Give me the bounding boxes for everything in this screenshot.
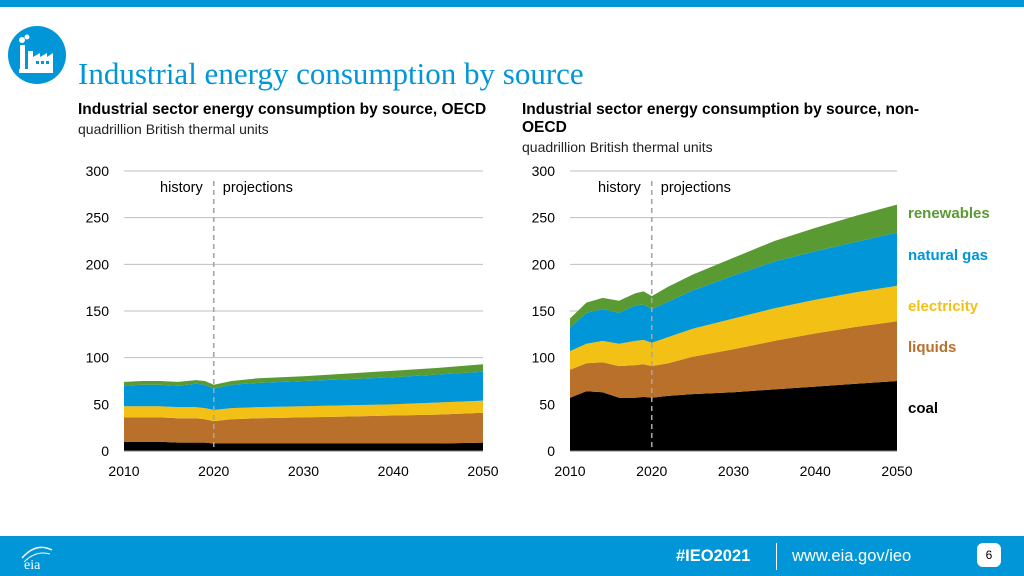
left-panel-header: Industrial sector energy consumption by …: [78, 101, 498, 138]
oecd-projections-label: projections: [223, 180, 293, 196]
non-oecd-y-tick-label: 250: [532, 210, 556, 226]
non-oecd-y-tick-label: 200: [532, 256, 556, 272]
legend-label-natural-gas: natural gas: [908, 247, 988, 264]
non-oecd-area-electricity: [570, 285, 897, 370]
right-chart-title: Industrial sector energy consumption by …: [522, 101, 920, 136]
footer-divider: [776, 543, 777, 570]
oecd-x-tick-label: 2050: [467, 463, 498, 479]
oecd-y-tick-label: 300: [86, 163, 110, 179]
oecd-x-tick-label: 2020: [198, 463, 229, 479]
non-oecd-area-renewables: [570, 204, 897, 328]
non-oecd-y-tick-label: 0: [547, 443, 555, 459]
eia-logo-text: eia: [24, 558, 41, 572]
oecd-y-tick-label: 200: [86, 256, 110, 272]
non-oecd-history-label: history: [598, 180, 641, 196]
non-oecd-y-tick-label: 100: [532, 350, 556, 366]
non-oecd-area-liquids: [570, 321, 897, 398]
eia-logo: eia: [21, 546, 53, 572]
oecd-area-renewables: [124, 364, 483, 389]
left-chart-title: Industrial sector energy consumption by …: [78, 101, 487, 118]
non-oecd-x-tick-label: 2050: [881, 463, 912, 479]
page-title: Industrial energy consumption by source: [78, 56, 584, 91]
non-oecd-area-natural-gas: [570, 232, 897, 352]
top-accent-bar: [0, 0, 1024, 7]
page-number-badge: 6: [977, 543, 1001, 567]
oecd-x-tick-label: 2030: [288, 463, 319, 479]
legend-label-electricity: electricity: [908, 298, 979, 315]
non-oecd-x-tick-label: 2030: [718, 463, 749, 479]
oecd-y-tick-label: 100: [86, 350, 110, 366]
oecd-x-tick-label: 2040: [378, 463, 409, 479]
non-oecd-projections-label: projections: [661, 180, 731, 196]
legend-label-coal: coal: [908, 400, 938, 417]
legend-label-liquids: liquids: [908, 339, 956, 356]
oecd-x-tick-label: 2010: [108, 463, 139, 479]
footer-bar: [0, 536, 1024, 576]
non-oecd-x-tick-label: 2020: [636, 463, 667, 479]
oecd-y-tick-label: 250: [86, 210, 110, 226]
left-chart-units: quadrillion British thermal units: [78, 121, 269, 137]
oecd-y-tick-label: 50: [93, 396, 109, 412]
non-oecd-y-tick-label: 150: [532, 303, 556, 319]
non-oecd-y-tick-label: 50: [539, 396, 555, 412]
oecd-y-tick-label: 0: [101, 443, 109, 459]
non-oecd-y-tick-label: 300: [532, 163, 556, 179]
right-chart-units: quadrillion British thermal units: [522, 139, 713, 155]
non-oecd-x-tick-label: 2010: [554, 463, 585, 479]
oecd-y-tick-label: 150: [86, 303, 110, 319]
footer-hashtag: #IEO2021: [676, 547, 751, 565]
non-oecd-x-tick-label: 2040: [800, 463, 831, 479]
right-panel-header: Industrial sector energy consumption by …: [522, 101, 942, 156]
legend-label-renewables: renewables: [908, 205, 990, 222]
factory-icon: [8, 26, 66, 84]
oecd-history-label: history: [160, 180, 203, 196]
footer-url[interactable]: www.eia.gov/ieo: [792, 547, 912, 565]
